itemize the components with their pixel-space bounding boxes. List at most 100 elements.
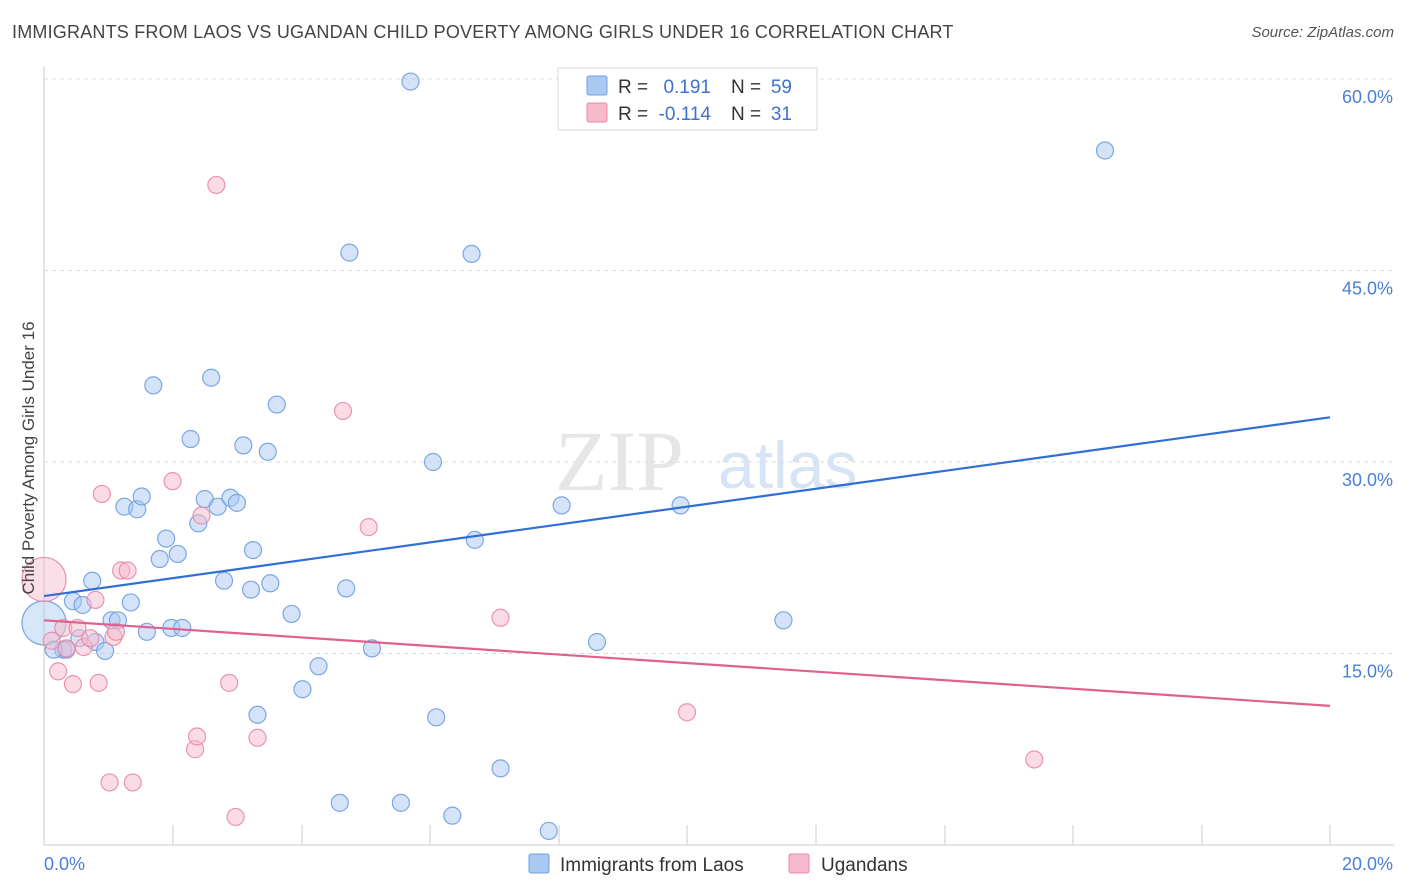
y-tick-label: 45.0% [1342, 279, 1393, 299]
ugandans-point [192, 506, 211, 525]
laos-point [401, 72, 420, 91]
ugandans-point [333, 401, 353, 421]
laos-point [208, 497, 227, 516]
x-tick-label-min: 0.0% [44, 854, 85, 874]
y-tick-label: 60.0% [1342, 87, 1393, 107]
ugandans-point [491, 608, 510, 627]
bottom-legend: Immigrants from Laos Ugandans [528, 853, 908, 876]
laos-point [173, 618, 192, 638]
laos-point [261, 574, 280, 593]
ugandans-point [163, 472, 182, 491]
laos-point [671, 496, 690, 515]
laos-point [465, 530, 484, 549]
laos-point [427, 708, 446, 727]
bottom-legend-label-laos: Immigrants from Laos [560, 855, 744, 876]
ugandans-point [86, 590, 105, 609]
laos-point [337, 579, 356, 598]
legend-r-label-laos: R = [618, 77, 648, 98]
ugandans-point [63, 675, 83, 694]
ugandans-point [359, 518, 378, 537]
legend-n-label-ugandans: N = [731, 104, 761, 125]
laos-point [95, 641, 115, 661]
chart-title: IMMIGRANTS FROM LAOS VS UGANDAN CHILD PO… [12, 22, 954, 42]
watermark-atlas: atlas [718, 428, 857, 502]
ugandans-point [220, 673, 239, 692]
ugandans-point [49, 662, 68, 681]
ugandans-point [81, 629, 100, 648]
laos-point [340, 243, 359, 262]
laos-point [243, 540, 263, 560]
trend-lines [43, 416, 1331, 707]
ugandans-point [187, 727, 207, 746]
laos-point [309, 657, 328, 676]
ugandans-point [100, 773, 119, 792]
legend-swatch-laos [586, 75, 608, 96]
laos-point [462, 244, 481, 264]
laos-point [362, 639, 382, 658]
y-tick-label: 15.0% [1342, 662, 1393, 682]
bottom-legend-swatch-ugandans [788, 853, 810, 874]
laos-point [539, 821, 558, 841]
laos-point [214, 571, 234, 590]
y-axis-label: Child Poverty Among Girls Under 16 [19, 321, 38, 594]
bottom-legend-label-ugandans: Ugandans [821, 855, 908, 876]
legend-r-value-laos: 0.191 [663, 77, 711, 98]
ugandans-point [248, 728, 267, 747]
laos-point [241, 580, 261, 599]
laos-point [168, 544, 187, 564]
trend-line-ugandans [43, 619, 1331, 707]
legend-r-value-ugandans: -0.114 [659, 104, 712, 125]
laos-point [248, 705, 267, 724]
ugandans-point [57, 639, 76, 658]
ugandans-point [1025, 750, 1044, 769]
legend: R = 0.191 N = 59 R = -0.114 N = 31 [557, 67, 818, 131]
laos-point [391, 793, 410, 812]
laos-point [423, 452, 443, 472]
ugandans-point [21, 556, 67, 603]
laos-point [267, 395, 286, 414]
laos-point [121, 593, 140, 612]
ugandans-point [207, 175, 226, 195]
legend-n-value-ugandans: 31 [771, 104, 792, 125]
laos-point [144, 376, 163, 395]
watermark-zip: ZIP [555, 413, 684, 509]
axes [43, 66, 1394, 846]
laos-point [293, 680, 312, 699]
laos-point [132, 487, 151, 506]
laos-point [330, 793, 349, 812]
laos-point [774, 611, 793, 630]
laos-point [258, 442, 277, 461]
laos-point [234, 436, 253, 455]
ugandans-point [89, 673, 108, 692]
bottom-legend-swatch-laos [528, 853, 550, 874]
ugandans-point [677, 703, 697, 722]
ugandans-point [226, 807, 245, 827]
legend-n-label-laos: N = [731, 77, 761, 98]
legend-n-value-laos: 59 [771, 77, 792, 98]
trend-line-laos [43, 416, 1331, 598]
laos-point [552, 496, 571, 515]
legend-r-label-ugandans: R = [618, 104, 648, 125]
laos-point [181, 429, 200, 449]
laos-point [150, 549, 169, 569]
ugandans-point [106, 622, 126, 641]
laos-point [587, 632, 607, 652]
laos-point [83, 571, 102, 590]
laos-point [157, 529, 176, 548]
tick-labels: 15.0% 30.0% 45.0% 60.0% 0.0% 20.0% [44, 87, 1393, 874]
ugandans-point [118, 561, 137, 580]
legend-swatch-ugandans [586, 102, 608, 123]
laos-point [1095, 141, 1115, 160]
source-credit: Source: ZipAtlas.com [1251, 24, 1394, 41]
laos-point [443, 806, 462, 825]
ugandans-point [42, 631, 61, 650]
x-tick-label-max: 20.0% [1342, 854, 1393, 874]
series-ugandans-points [21, 175, 1044, 827]
laos-point [202, 368, 221, 387]
laos-point [491, 759, 510, 778]
ugandans-point [123, 773, 142, 792]
laos-point [227, 493, 246, 512]
ugandans-point [92, 484, 111, 504]
laos-point [282, 604, 301, 624]
